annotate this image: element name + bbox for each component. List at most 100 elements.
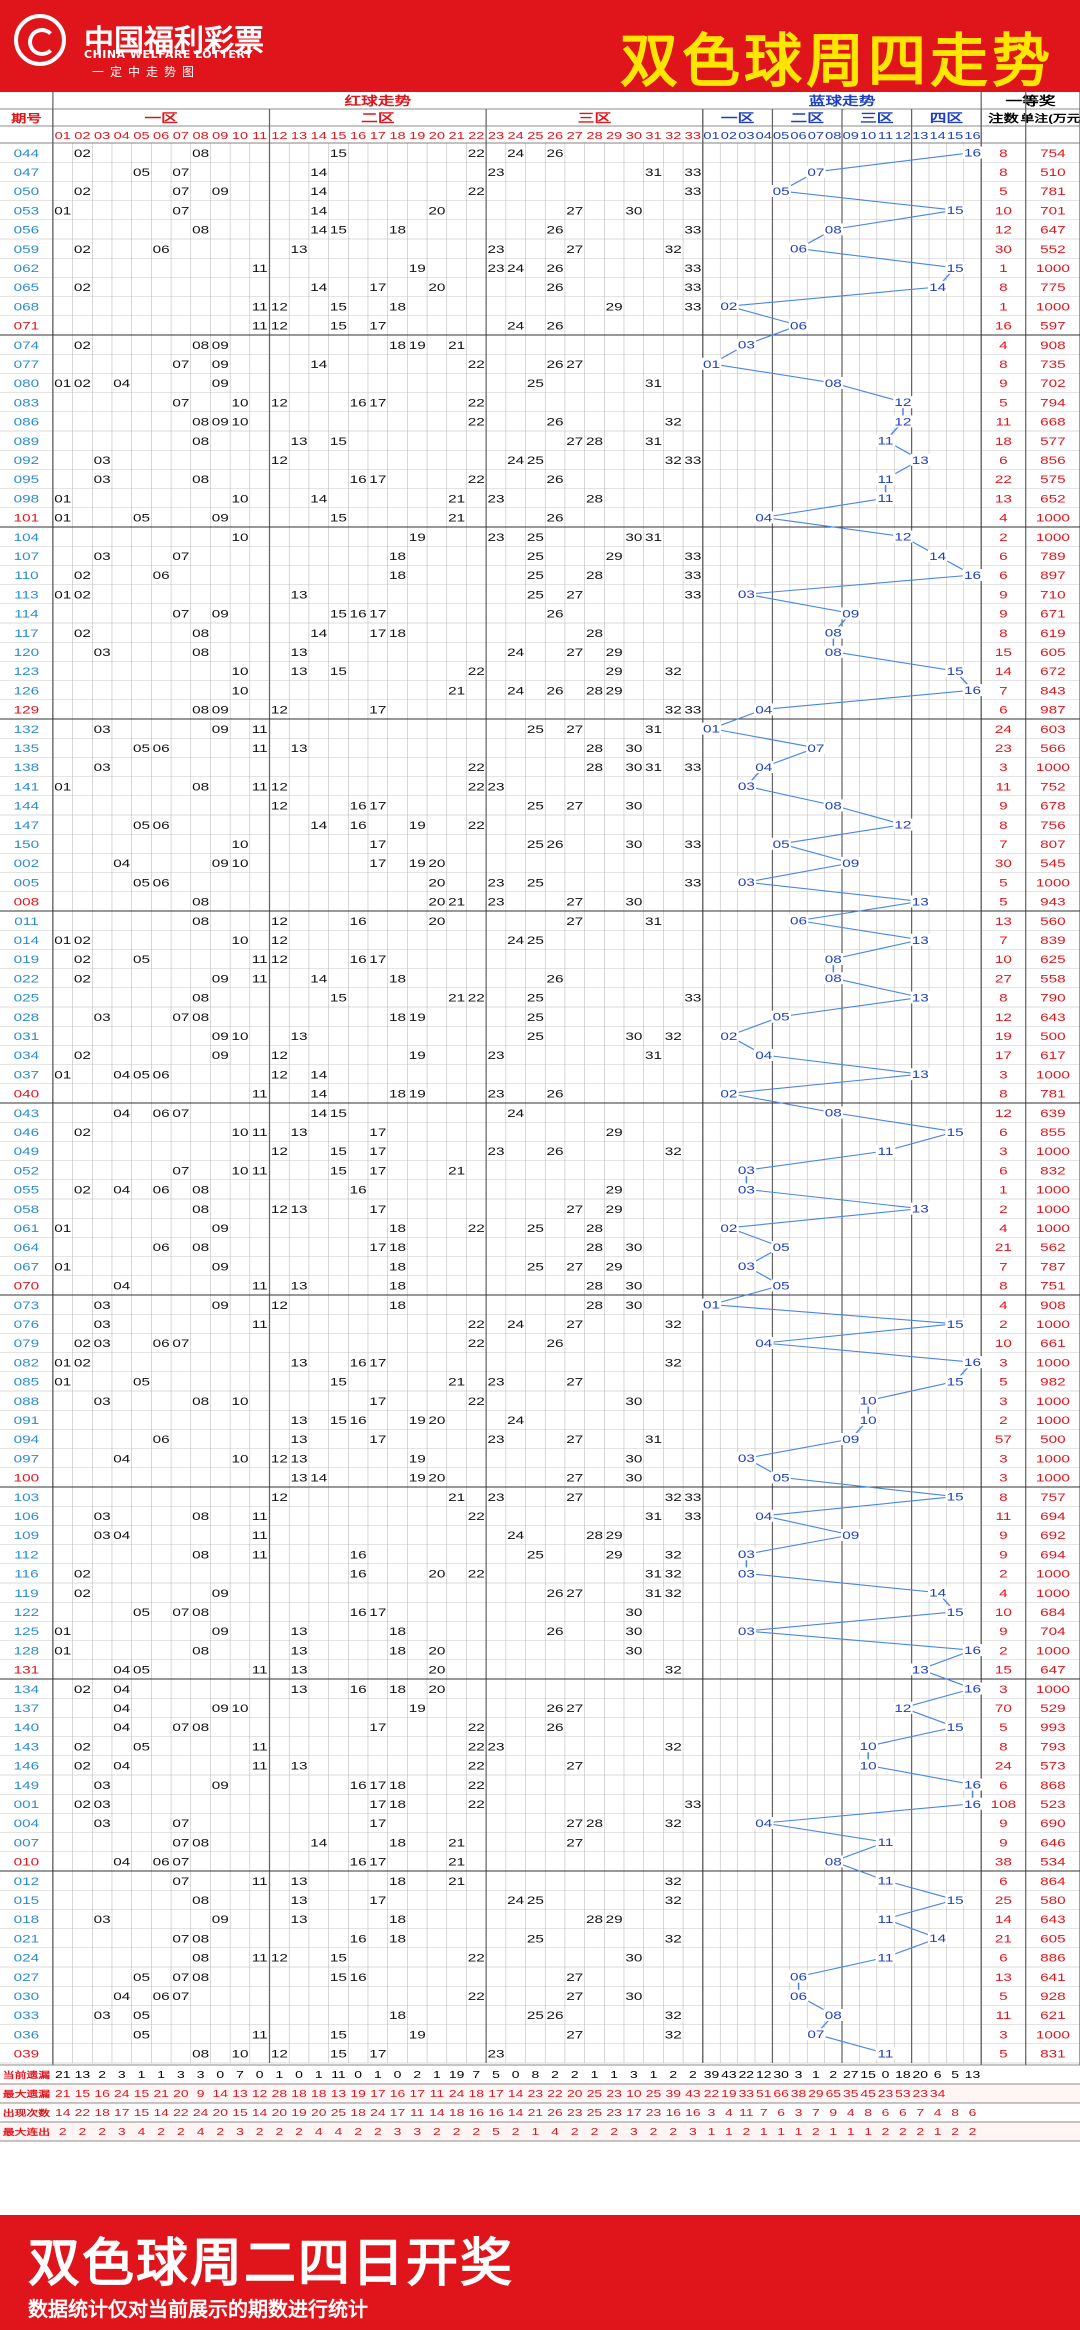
period-cell: 039 (14, 2048, 40, 2060)
blue-ball-bg (736, 1452, 757, 1465)
red-number-header: 07 (173, 129, 189, 141)
winner-count-cell: 108 (991, 1798, 1017, 1810)
red-ball: 03 (94, 1798, 111, 1810)
stat-value: 21 (55, 2088, 71, 2100)
period-cell: 098 (14, 493, 40, 505)
red-ball: 08 (192, 1971, 209, 1983)
red-ball: 11 (252, 973, 268, 985)
red-ball: 13 (291, 435, 308, 447)
red-number-header: 13 (291, 129, 307, 141)
prize-amount-cell: 678 (1040, 800, 1066, 812)
winner-count-cell: 8 (999, 147, 1008, 159)
red-ball: 24 (507, 147, 525, 159)
stat-value: 17 (390, 2107, 406, 2119)
stat-value: 14 (153, 2107, 169, 2119)
blue-ball-bg (858, 1413, 878, 1426)
stat-label: 最大连出 (3, 2127, 50, 2138)
red-ball: 16 (350, 1568, 367, 1580)
winner-count-cell: 10 (995, 205, 1012, 217)
blue-ball-bg (927, 1586, 948, 1599)
prize-amount-cell: 1000 (1036, 1395, 1070, 1407)
red-ball: 02 (74, 934, 91, 946)
red-ball: 09 (212, 185, 229, 197)
prize-amount-cell: 1000 (1036, 512, 1070, 524)
red-ball: 08 (192, 224, 209, 236)
blue-ball-bg (771, 837, 791, 850)
prize-amount-cell: 603 (1040, 723, 1066, 735)
blue-ball-bg (823, 953, 844, 965)
red-number-header: 32 (665, 129, 681, 141)
period-cell: 094 (14, 1433, 40, 1445)
red-ball: 29 (606, 1529, 623, 1541)
blue-ball-bg (875, 473, 896, 485)
winner-count-cell: 16 (995, 320, 1012, 332)
stat-value: 23 (567, 2107, 583, 2119)
blue-ball: 15 (947, 1894, 964, 1906)
red-ball: 13 (291, 742, 308, 754)
red-ball: 09 (212, 1625, 229, 1637)
red-ball: 03 (94, 473, 111, 485)
red-ball: 27 (566, 243, 583, 255)
red-ball: 15 (330, 1414, 347, 1426)
red-ball: 27 (566, 723, 583, 735)
red-ball: 23 (487, 1376, 504, 1388)
winner-count-cell: 70 (995, 1702, 1012, 1714)
blue-ball-bg (719, 1087, 739, 1100)
stat-value: 2 (969, 2126, 977, 2138)
stat-value: 23 (606, 2088, 622, 2100)
prize-amount-cell: 652 (1040, 493, 1066, 505)
red-ball: 11 (252, 1664, 268, 1676)
blue-ball-bg (858, 1394, 878, 1407)
red-ball: 03 (94, 1913, 111, 1925)
red-ball: 26 (547, 224, 564, 236)
red-number-header: 31 (645, 129, 661, 141)
red-ball: 17 (369, 838, 386, 850)
blue-number-header: 13 (912, 129, 928, 141)
blue-ball-bg (945, 1490, 965, 1503)
winner-count-cell: 13 (995, 493, 1012, 505)
prize-amount-cell: 855 (1040, 1126, 1066, 1138)
blue-ball-bg (823, 799, 844, 812)
red-ball: 22 (468, 1760, 485, 1772)
blue-ball: 08 (825, 646, 842, 658)
blue-ball-bg (893, 396, 913, 409)
red-ball: 03 (94, 1529, 111, 1541)
stat-value: 43 (721, 2069, 737, 2081)
blue-ball-bg (893, 415, 913, 428)
stat-value: 7 (812, 2107, 820, 2119)
period-cell: 059 (14, 243, 40, 255)
blue-ball: 10 (860, 1414, 877, 1426)
stat-value: 1 (708, 2126, 716, 2138)
header-bg (0, 92, 1080, 143)
red-ball: 15 (330, 1107, 347, 1119)
winner-count-cell: 15 (995, 1664, 1012, 1676)
stat-value: 43 (685, 2088, 701, 2100)
red-ball: 05 (133, 1664, 150, 1676)
prize-amount-cell: 756 (1040, 819, 1066, 831)
prize-amount-cell: 1000 (1036, 877, 1070, 889)
red-ball: 30 (625, 896, 642, 908)
red-number-header: 28 (586, 129, 602, 141)
blue-ball: 06 (790, 1990, 807, 2002)
red-ball: 30 (625, 800, 642, 812)
stat-value: 22 (704, 2088, 720, 2100)
winner-count-cell: 2 (999, 531, 1008, 543)
winner-count-cell: 9 (999, 1837, 1008, 1849)
red-ball: 06 (153, 1069, 170, 1081)
stat-value: 66 (773, 2088, 789, 2100)
blue-ball: 11 (878, 435, 894, 447)
blue-number-header: 15 (947, 129, 963, 141)
stat-value: 15 (232, 2107, 248, 2119)
winner-count-cell: 1 (999, 1184, 1008, 1196)
red-ball: 15 (330, 992, 347, 1004)
red-ball: 31 (645, 915, 662, 927)
stat-value: 6 (934, 2069, 942, 2081)
red-trend-title: 红球走势 (344, 93, 411, 108)
blue-ball-bg (840, 857, 861, 869)
red-ball: 30 (625, 1645, 642, 1657)
red-ball: 03 (94, 2009, 111, 2021)
red-ball: 02 (74, 589, 91, 601)
red-ball: 28 (586, 1222, 603, 1234)
period-cell: 122 (14, 1606, 40, 1618)
blue-ball-bg (736, 1183, 757, 1196)
